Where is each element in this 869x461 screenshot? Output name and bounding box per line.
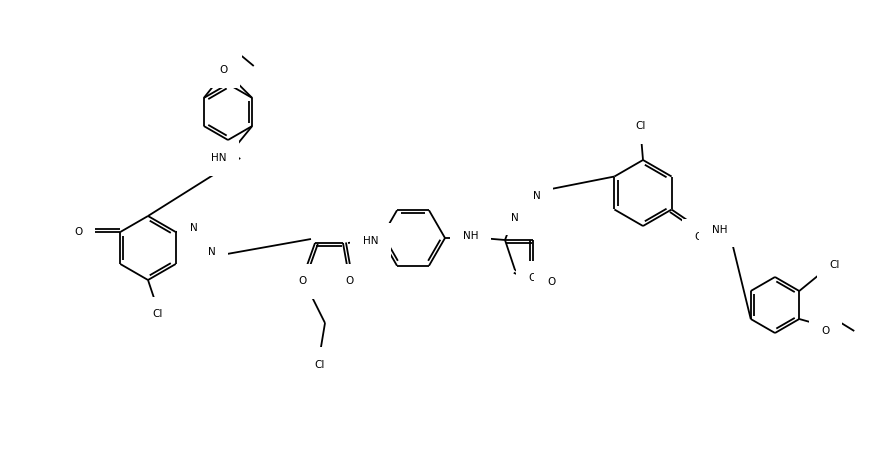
Text: N: N	[189, 223, 197, 233]
Text: N: N	[511, 213, 518, 223]
Text: Cl: Cl	[315, 360, 325, 370]
Text: O: O	[528, 273, 536, 283]
Text: O: O	[219, 65, 228, 75]
Text: O: O	[346, 276, 354, 286]
Text: O: O	[74, 227, 83, 237]
Text: N: N	[208, 247, 216, 257]
Text: NH: NH	[711, 225, 726, 235]
Text: Cl: Cl	[219, 61, 229, 71]
Text: Cl: Cl	[828, 260, 839, 270]
Text: O: O	[299, 276, 307, 286]
Text: Cl: Cl	[635, 121, 646, 131]
Text: O: O	[693, 231, 702, 242]
Text: O: O	[820, 326, 828, 336]
Text: HN: HN	[362, 236, 378, 246]
Text: HN: HN	[210, 153, 226, 163]
Text: NH: NH	[462, 231, 478, 241]
Text: O: O	[547, 277, 554, 287]
Text: N: N	[533, 191, 541, 201]
Text: Cl: Cl	[153, 309, 163, 319]
